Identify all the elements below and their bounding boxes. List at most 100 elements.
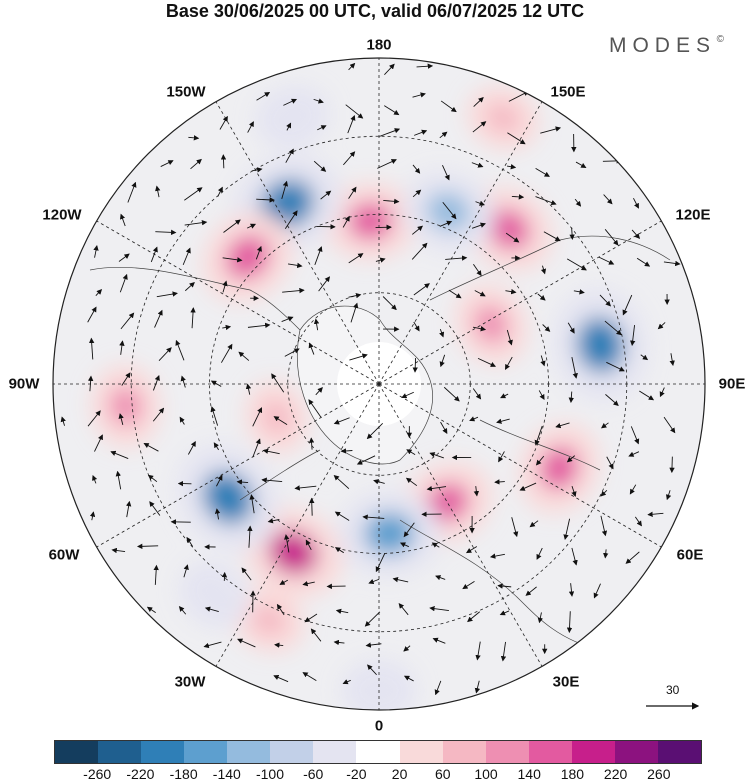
wind-arrow — [630, 426, 640, 445]
wind-arrow — [146, 606, 156, 614]
wind-arrow — [190, 158, 202, 170]
lon-label-180: 180 — [366, 36, 392, 54]
wind-arrow — [568, 583, 575, 597]
wind-arrow — [511, 517, 519, 538]
wind-arrow — [118, 253, 130, 262]
anomaly-core — [269, 530, 318, 575]
meridian-line — [96, 220, 380, 385]
wind-arrow — [639, 390, 655, 401]
wind-arrow — [474, 290, 486, 297]
lon-label-90e: 90E — [718, 375, 746, 393]
wind-arrow — [403, 645, 411, 652]
wind-arrow — [365, 642, 382, 648]
wind-arrow — [318, 276, 331, 292]
lon-label-30e: 30E — [552, 673, 580, 691]
colorbar-tick-label: 60 — [435, 766, 451, 782]
colorbar-swatch — [141, 741, 185, 763]
lon-label-120w: 120W — [42, 206, 82, 224]
wind-arrow — [540, 265, 547, 275]
anomaly-core — [487, 103, 519, 133]
wind-arrow — [605, 394, 619, 406]
colorbar-swatch — [485, 741, 529, 763]
wind-arrow — [236, 479, 249, 485]
wind-arrow — [497, 583, 512, 589]
wind-arrow — [634, 516, 642, 527]
wind-arrow — [535, 196, 557, 206]
wind-arrow — [603, 194, 613, 205]
wind-arrow — [183, 564, 189, 578]
wind-arrow — [348, 253, 364, 264]
wind-arrow — [663, 416, 676, 434]
colorbar-swatch — [657, 741, 701, 763]
wind-arrow — [489, 553, 505, 559]
wind-arrow — [276, 603, 285, 616]
wind-arrow — [364, 611, 381, 627]
wind-arrow — [284, 210, 298, 229]
wind-arrow — [540, 126, 562, 134]
wind-arrow — [309, 497, 315, 516]
wind-arrow — [665, 490, 672, 501]
wind-arrow — [475, 641, 481, 661]
wind-arrow — [416, 63, 434, 69]
colorbar-tick-label: 20 — [391, 766, 408, 782]
wind-arrow — [669, 353, 675, 367]
wind-arrow — [657, 322, 666, 330]
wind-arrow — [203, 641, 222, 649]
wind-arrow — [566, 258, 587, 271]
wind-arrow — [383, 198, 400, 205]
wind-arrow — [440, 100, 457, 113]
wind-arrow — [187, 440, 196, 455]
wind-arrow — [628, 451, 640, 457]
meridian-line — [378, 220, 662, 385]
wind-arrow — [284, 348, 300, 357]
wind-arrow — [574, 198, 582, 207]
wind-arrow — [571, 486, 577, 497]
wind-arrow — [379, 128, 401, 137]
wind-arrow — [569, 227, 575, 240]
wind-arrow — [384, 63, 395, 76]
wind-arrow — [308, 437, 315, 450]
wind-arrow — [178, 605, 187, 615]
wind-arrow — [342, 215, 350, 228]
wind-arrow — [334, 511, 350, 521]
wind-arrow — [640, 354, 649, 361]
wind-arrow — [519, 482, 537, 491]
wind-arrow — [494, 479, 505, 485]
lon-label-30w: 30W — [174, 673, 206, 691]
wind-arrow — [537, 293, 546, 301]
wind-arrow — [429, 452, 444, 459]
wind-arrow — [281, 180, 289, 199]
wind-arrow — [411, 225, 424, 235]
wind-arrow — [271, 373, 285, 393]
wind-arrow — [500, 641, 507, 662]
colorbar-tick-label: 220 — [603, 766, 628, 782]
wind-arrow — [247, 121, 254, 133]
wind-arrow — [606, 361, 625, 372]
lon-label-60e: 60E — [676, 546, 704, 564]
map-title: Base 30/06/2025 00 UTC, valid 06/07/2025… — [165, 1, 585, 21]
wind-arrow — [507, 132, 526, 145]
wind-arrow — [367, 664, 377, 676]
wind-arrow — [366, 423, 384, 440]
wind-arrow — [111, 547, 126, 554]
wind-arrow — [149, 501, 161, 516]
wind-arrow — [377, 159, 397, 169]
wind-arrow — [255, 245, 262, 260]
wind-arrow — [466, 546, 478, 554]
wind-arrow — [186, 536, 194, 547]
wind-arrow — [118, 413, 124, 425]
wind-arrow — [256, 92, 271, 101]
wind-arrow — [121, 372, 131, 386]
wind-arrow — [249, 494, 255, 514]
wind-arrow — [279, 579, 289, 585]
wind-arrow — [603, 549, 609, 559]
anomaly-core — [276, 103, 309, 132]
wind-arrow — [448, 289, 462, 299]
wind-arrow — [213, 442, 220, 451]
wind-arrow — [283, 98, 298, 106]
wind-arrow — [529, 520, 539, 528]
wind-arrow — [403, 522, 415, 538]
wind-arrow — [334, 547, 344, 554]
wind-arrow — [175, 339, 185, 361]
wind-arrow — [210, 380, 222, 387]
